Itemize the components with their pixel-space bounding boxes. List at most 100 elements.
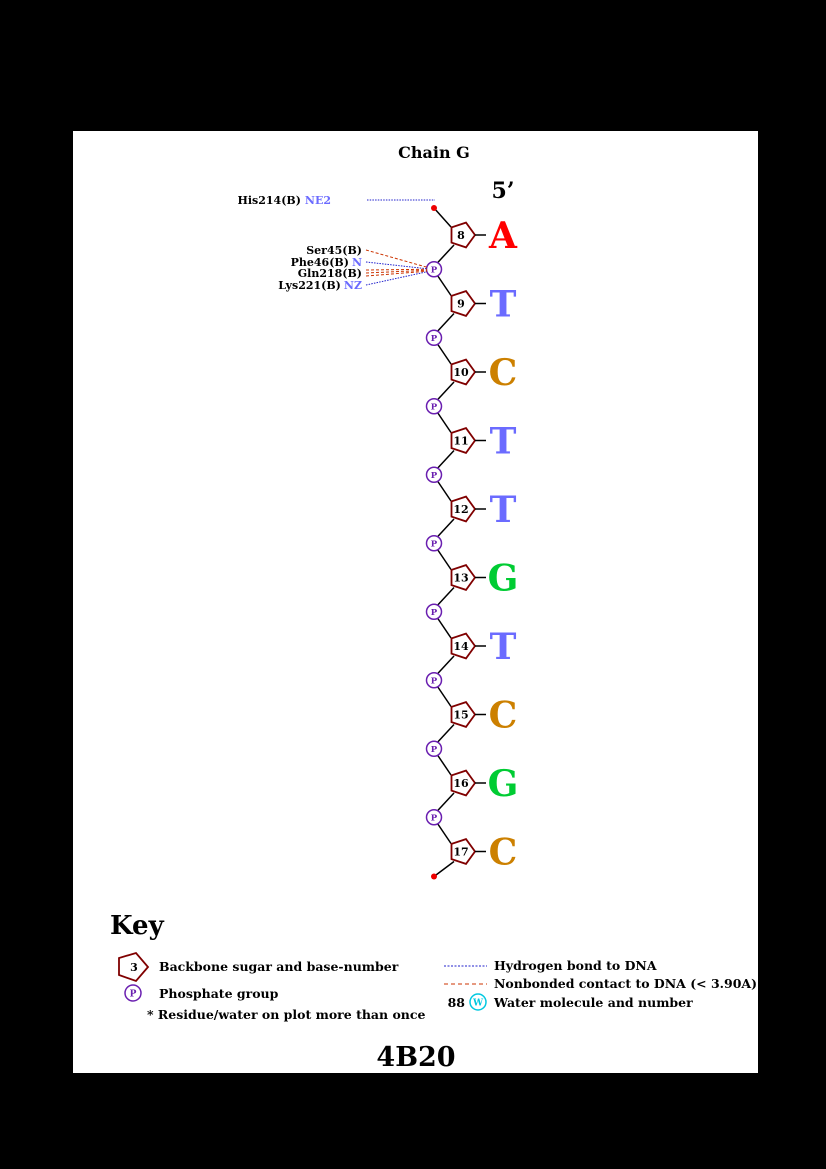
backbone-bond xyxy=(437,686,452,707)
five-prime-end-dot xyxy=(431,205,437,211)
three-prime-end-dot xyxy=(431,873,437,880)
sugar-pentagon-icon xyxy=(450,564,477,591)
backbone-bond xyxy=(437,823,452,844)
key-water-label: Water molecule and number xyxy=(493,995,693,1010)
pdb-id: 4B20 xyxy=(376,1042,455,1073)
hbond-line xyxy=(365,261,428,270)
svg-text:Phe46(B)N: Phe46(B) N xyxy=(291,256,362,269)
backbone-bond xyxy=(433,860,455,878)
backbone-bond xyxy=(437,481,452,502)
nucleotide-number: 9 xyxy=(457,298,465,311)
water-icon xyxy=(469,993,487,1011)
dna-interaction-diagram: Chain G 5’ P 8 A P 9 T P 10 C P 11 T P 12 T P 13 G P 14 T P 15… xyxy=(110,143,757,1073)
nucleotide-number: 16 xyxy=(453,777,469,790)
phosphate-letter: P xyxy=(431,402,438,412)
backbone-bond xyxy=(437,244,455,263)
phosphate-letter: P xyxy=(431,265,438,275)
phosphate-letter: P xyxy=(431,608,438,618)
interaction-label-ser45: Ser45(B) xyxy=(306,244,362,257)
key-sugar-item: 3 Backbone sugar and base-number xyxy=(118,951,399,983)
plot-page: Chain G 5’ P 8 A P 9 T P 10 C P 11 T P 12 T P 13 G P 14 T P 15… xyxy=(73,131,758,1073)
svg-text:Lys221(B)NZ: Lys221(B) NZ xyxy=(278,279,362,292)
backbone-bond xyxy=(437,449,455,469)
base-letter: G xyxy=(488,558,519,600)
base-letter: G xyxy=(488,763,519,805)
atom-name: N xyxy=(352,256,362,269)
nonbonded-line xyxy=(365,270,428,277)
backbone-bond xyxy=(437,723,455,743)
phosphate-icon xyxy=(425,398,443,415)
phosphate-icon xyxy=(425,672,443,689)
sugar-pentagon-icon xyxy=(450,290,477,317)
key-nonbonded-item: Nonbonded contact to DNA (< 3.90A) xyxy=(444,976,757,991)
interaction-lines xyxy=(365,199,435,286)
key-phosphate-label: Phosphate group xyxy=(159,986,279,1001)
sugar-pentagon-icon xyxy=(450,221,477,249)
phosphate-icon-letter: P xyxy=(130,990,137,1000)
phosphate-letter: P xyxy=(431,813,438,823)
chain-title: Chain G xyxy=(398,143,470,162)
nonbonded-line xyxy=(365,249,428,268)
base-letter: T xyxy=(490,284,517,326)
backbone-bond xyxy=(437,312,455,332)
hbond-line xyxy=(365,271,428,286)
phosphate-letter: P xyxy=(431,539,438,549)
sugar-pentagon-icon xyxy=(450,358,477,386)
phosphate-icon xyxy=(425,535,443,552)
sugar-pentagon-icon xyxy=(118,951,150,983)
base-letter: T xyxy=(490,489,517,531)
interaction-label-lys221: Lys221(B) NZ xyxy=(278,279,362,292)
backbone-bond xyxy=(437,412,452,433)
base-letter: C xyxy=(489,832,518,874)
backbone-bond xyxy=(433,207,452,228)
key-multiple-label: * Residue/water on plot more than once xyxy=(147,1007,426,1022)
backbone-bond xyxy=(437,518,455,537)
interaction-label-gln218: Gln218(B) xyxy=(298,267,362,280)
backbone-bond xyxy=(437,344,452,365)
backbone-bond xyxy=(437,655,455,674)
sugar-pentagon-icon xyxy=(450,769,477,797)
phosphate-icon xyxy=(124,984,142,1002)
base-letter: C xyxy=(489,695,518,737)
phosphate-icon xyxy=(425,466,443,483)
phosphate-letter: P xyxy=(431,471,438,481)
water-icon-letter: W xyxy=(472,999,484,1009)
sugar-pentagon-icon xyxy=(450,838,477,865)
key-hbond-label: Hydrogen bond to DNA xyxy=(494,958,657,973)
residue-name: Gln218(B) xyxy=(298,267,362,280)
key-nonbonded-label: Nonbonded contact to DNA (< 3.90A) xyxy=(494,976,757,991)
interaction-label-his214: His214(B) NE2 xyxy=(237,194,331,207)
residue-name: Lys221(B) xyxy=(278,279,341,292)
key-sugar-number: 3 xyxy=(130,961,138,974)
svg-text:His214(B)NE2: His214(B) NE2 xyxy=(237,194,331,207)
nucleotide-number: 8 xyxy=(457,229,465,242)
nonbonded-line xyxy=(365,269,428,274)
dna-backbone: P 8 A P 9 T P 10 C P 11 T P 12 T P 13 G P 14 T P 15 C P 16 G 17 C xyxy=(425,205,519,880)
backbone-bond xyxy=(437,586,455,606)
sugar-pentagon-icon xyxy=(450,495,477,523)
nucleotide-number: 15 xyxy=(453,709,468,722)
base-letter: A xyxy=(488,215,518,257)
nucleotide-number: 10 xyxy=(453,366,469,379)
nucleotide-number: 14 xyxy=(453,640,469,653)
phosphate-icon xyxy=(425,329,443,346)
base-letter: C xyxy=(489,352,518,394)
phosphate-letter: P xyxy=(431,676,438,686)
key-sugar-label: Backbone sugar and base-number xyxy=(159,959,399,974)
base-letter: T xyxy=(490,421,517,463)
interaction-label-phe46: Phe46(B) N xyxy=(291,256,362,269)
base-letter: T xyxy=(490,626,517,668)
backbone-bond xyxy=(437,755,452,776)
backbone-bond xyxy=(437,549,452,570)
residue-name: His214(B) xyxy=(237,194,300,207)
nucleotide-number: 11 xyxy=(453,435,468,448)
key-heading: Key xyxy=(110,911,165,941)
sugar-pentagon-icon xyxy=(450,701,477,728)
residue-name: Phe46(B) xyxy=(291,256,349,269)
key-water-item: 88 W Water molecule and number xyxy=(448,993,693,1011)
nucleotide-number: 13 xyxy=(453,572,468,585)
nucleotide-number: 17 xyxy=(453,846,468,859)
backbone-bond xyxy=(437,275,452,296)
nucleotide-number: 12 xyxy=(453,503,468,516)
backbone-bond xyxy=(437,618,452,639)
